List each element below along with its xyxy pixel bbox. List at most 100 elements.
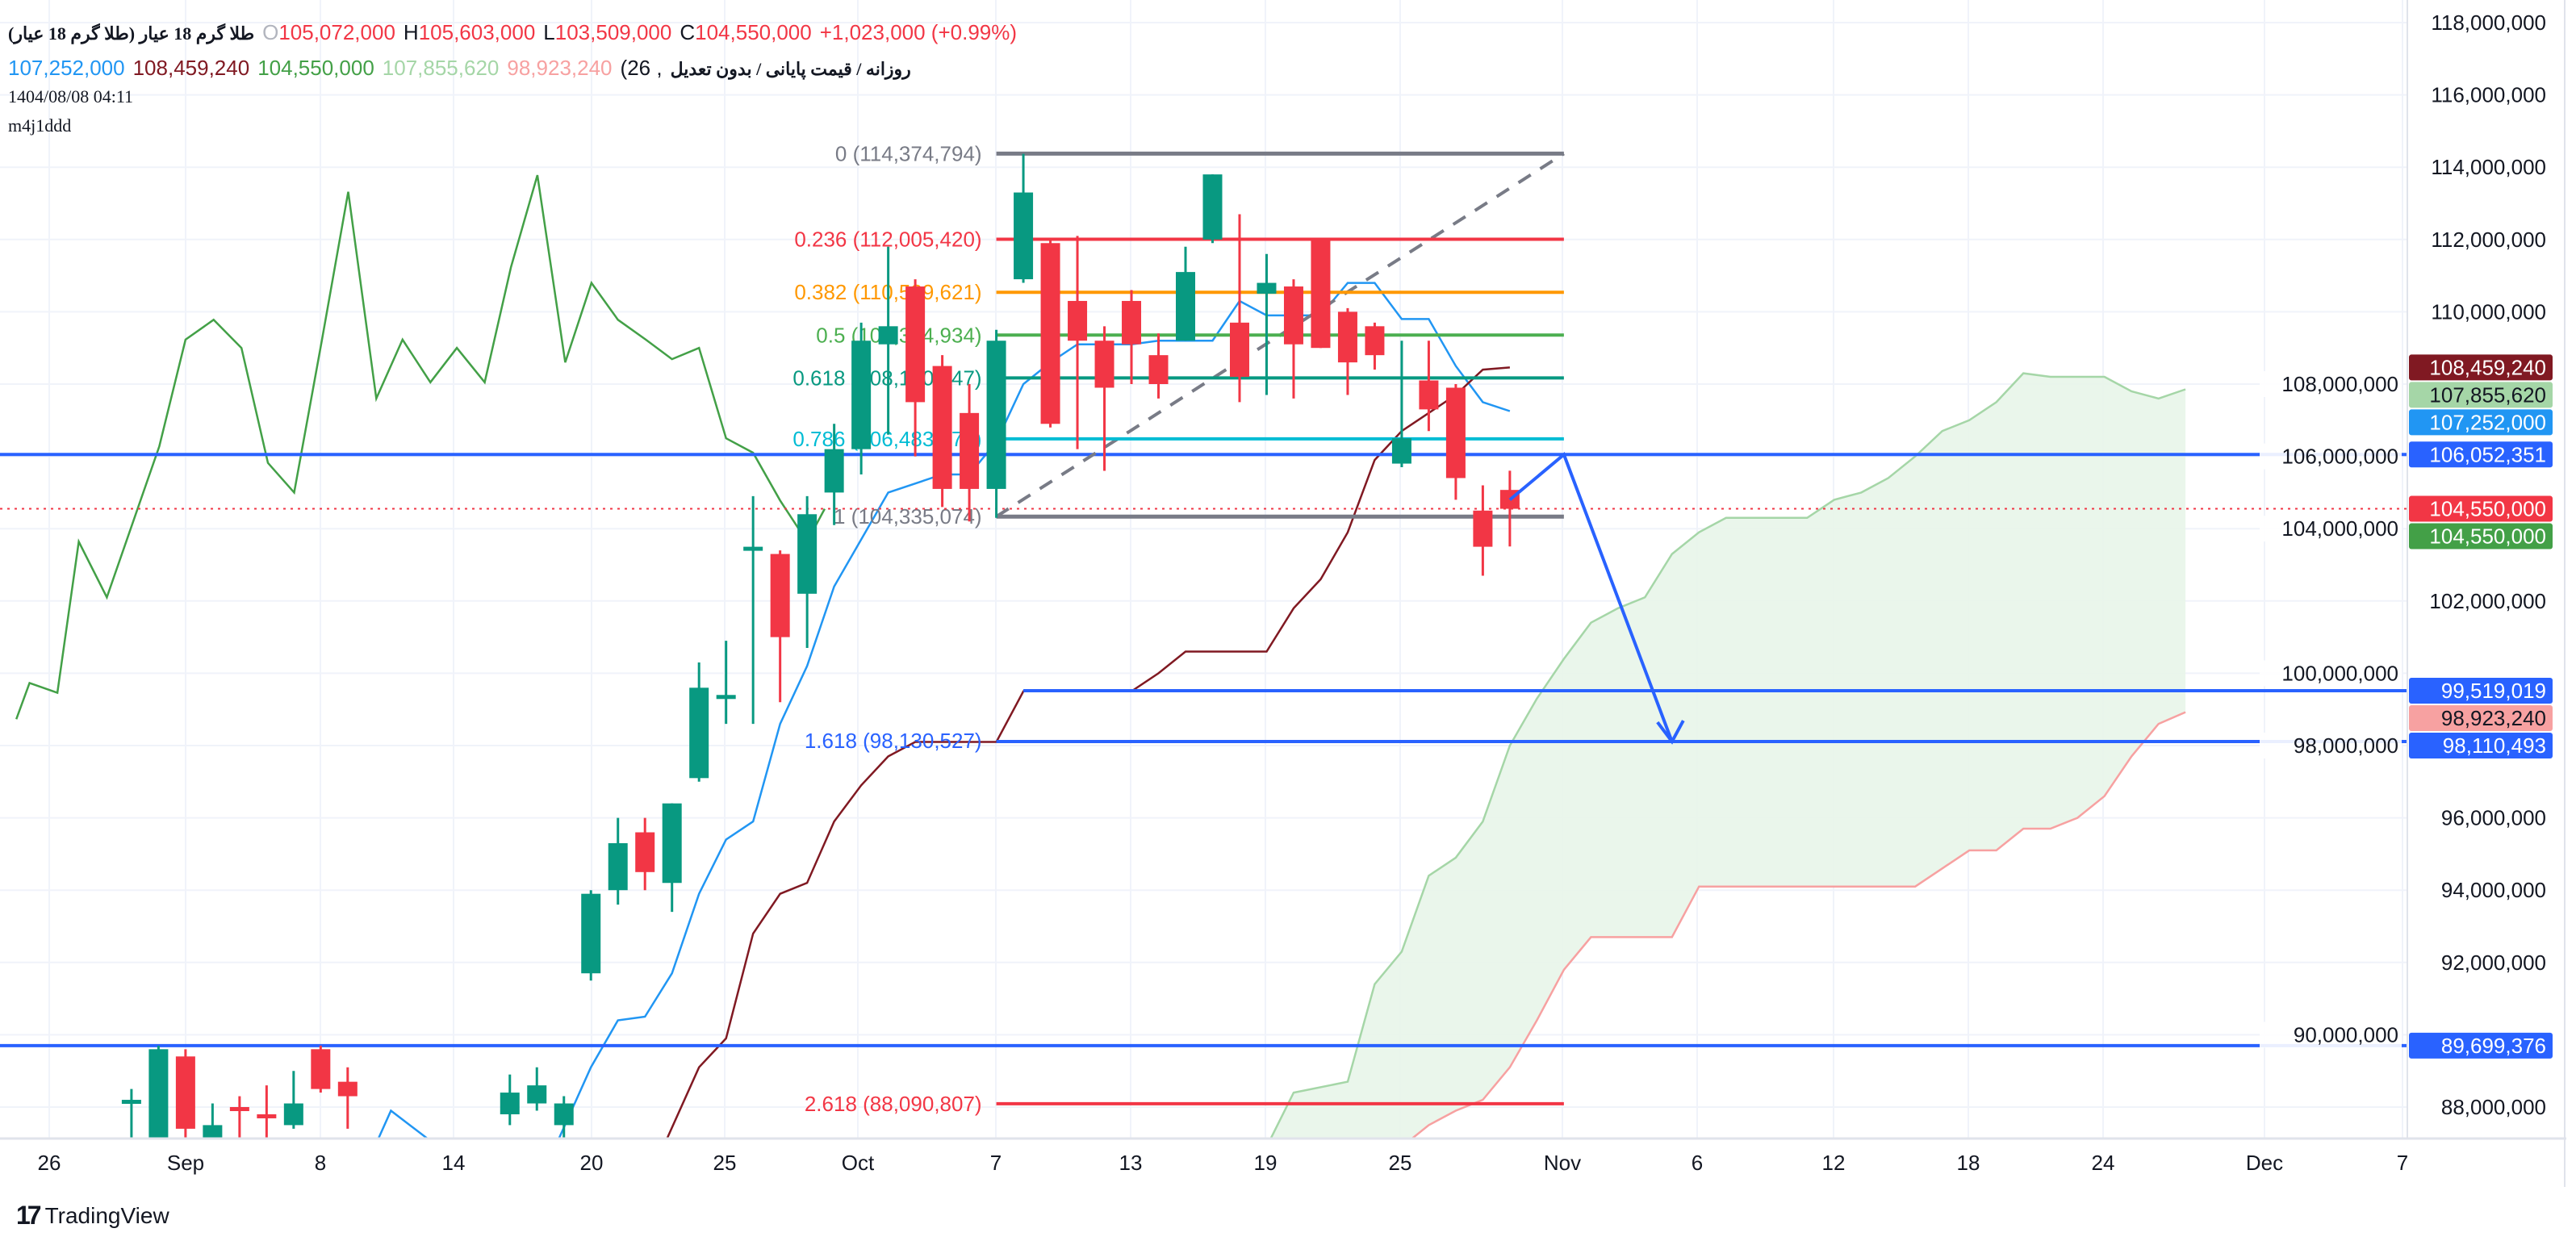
candle-down: [1148, 333, 1169, 399]
symbol-title[interactable]: طلا گرم 18 عیار (طلا گرم 18 عیار): [8, 23, 255, 44]
change-value: +1,023,000 (+0.99%): [819, 20, 1018, 44]
time-axis-tick-label: 12: [1822, 1151, 1846, 1175]
candle-body: [1445, 387, 1466, 478]
price-badge: 107,855,620: [2409, 382, 2553, 408]
candle-body: [716, 695, 736, 700]
time-axis-tick-label: 6: [1692, 1151, 1703, 1175]
time-axis-tick-label: 13: [1119, 1151, 1143, 1175]
candle-down: [257, 1085, 277, 1139]
price-badge-label: 89,699,376: [2441, 1034, 2546, 1058]
time-axis-tick-label: 25: [713, 1151, 737, 1175]
legend-ohlc: طلا گرم 18 عیار (طلا گرم 18 عیار) O105,07…: [8, 19, 1025, 47]
fib-level-label: 0.5 (109,354,934): [816, 323, 981, 347]
candle-body: [1311, 239, 1331, 349]
tradingview-logo[interactable]: 17 TradingView: [16, 1201, 169, 1231]
candle-body: [229, 1107, 249, 1111]
candle-down: [1337, 307, 1357, 395]
candle-body: [1229, 322, 1249, 378]
candle-body: [337, 1081, 358, 1097]
candle-body: [689, 687, 709, 779]
price-badge-label: 107,855,620: [2429, 382, 2546, 407]
candle-body: [905, 286, 926, 403]
candle-body: [283, 1103, 303, 1126]
candle-body: [932, 366, 952, 489]
price-axis-tick-bg: [2260, 660, 2402, 687]
price-badge: 98,110,493: [2409, 732, 2553, 758]
low-value: 103,509,000: [554, 20, 672, 44]
fib-level-label: 1.618 (98,130,527): [805, 729, 982, 753]
price-axis-tick: 96,000,000: [2441, 806, 2546, 830]
price-axis-tick-label: 98,000,000: [2294, 733, 2398, 758]
candle-body: [1337, 311, 1357, 363]
price-axis-tick: 100,000,000: [2260, 660, 2402, 687]
candle-down: [311, 1045, 331, 1093]
price-axis-tick: 106,000,000: [2260, 443, 2402, 470]
price-badge: 98,923,240: [2409, 704, 2553, 731]
candle-down: [1311, 239, 1331, 349]
candle-down: [1094, 326, 1114, 471]
candle-up: [662, 803, 682, 913]
candle-body: [311, 1049, 331, 1089]
time-axis-tick-label: Dec: [2246, 1151, 2283, 1175]
candle-down: [175, 1049, 195, 1139]
open-value: 105,072,000: [278, 20, 395, 44]
time-axis-tick-label: Nov: [1544, 1151, 1581, 1175]
candle-down: [1365, 322, 1385, 370]
time-axis-tick-label: 7: [2397, 1151, 2408, 1175]
projection-arrow: [1508, 452, 1674, 742]
candle-up: [986, 329, 1006, 518]
candle-body: [1122, 300, 1142, 345]
time-axis-tick-label: 19: [1254, 1151, 1278, 1175]
series-tenkan: [377, 282, 1511, 1139]
candle-up: [283, 1071, 303, 1129]
price-badge: 99,519,019: [2409, 677, 2553, 704]
candle-body: [148, 1049, 169, 1139]
candle-down: [932, 355, 952, 508]
time-axis-tick-label: 18: [1957, 1151, 1980, 1175]
price-badge-bg: [2409, 523, 2553, 549]
candle-down: [1122, 290, 1142, 384]
candle-up: [824, 424, 844, 525]
brand-name: TradingView: [44, 1202, 169, 1228]
chart-author: m4j1ddd: [8, 115, 72, 136]
candle-up: [689, 662, 709, 782]
price-badge-label: 104,550,000: [2429, 497, 2546, 521]
price-axis-tick-label: 100,000,000: [2281, 661, 2398, 685]
indicator-title[interactable]: روزانه / قیمت پایانی / بدون تعدیل: [670, 59, 911, 79]
price-axis-tick-label: 96,000,000: [2441, 806, 2546, 830]
price-badge-label: 98,923,240: [2441, 706, 2546, 730]
price-axis-tick-bg: [2260, 443, 2402, 470]
candle-up: [716, 641, 736, 725]
candle-up: [851, 322, 872, 474]
price-axis-tick-label: 90,000,000: [2294, 1022, 2398, 1047]
candle-body: [581, 893, 601, 974]
price-axis-tick-label: 118,000,000: [2431, 10, 2546, 35]
price-axis-tick-label: 106,000,000: [2281, 445, 2398, 469]
price-badge: 106,052,351: [2409, 441, 2553, 468]
price-badge: 89,699,376: [2409, 1032, 2553, 1059]
legend-ichimoku: روزانه / قیمت پایانی / بدون تعدیل , 26) 10…: [8, 55, 911, 82]
candle-up: [527, 1067, 547, 1111]
price-badge-label: 99,519,019: [2441, 679, 2546, 703]
time-axis-tick-label: 7: [990, 1151, 1002, 1175]
series-chikou: [15, 174, 826, 720]
candle-up: [743, 495, 763, 725]
candle-body: [878, 326, 898, 345]
candle-body: [1419, 380, 1439, 410]
price-badge-bg: [2409, 382, 2553, 408]
candle-up: [1176, 246, 1196, 341]
candle-body: [797, 514, 818, 594]
low-label: L: [543, 20, 555, 44]
candle-up: [203, 1103, 223, 1139]
price-axis-tick-label: 94,000,000: [2441, 878, 2546, 902]
candle-body: [608, 842, 628, 891]
candle-body: [986, 341, 1006, 489]
price-axis-tick-label: 108,000,000: [2281, 372, 2398, 396]
candle-up: [148, 1045, 169, 1139]
candle-down: [1068, 236, 1088, 449]
candle-down: [1419, 341, 1439, 432]
candle-body: [824, 449, 844, 493]
candle-down: [337, 1067, 358, 1129]
time-axis-tick-label: 20: [580, 1151, 604, 1175]
